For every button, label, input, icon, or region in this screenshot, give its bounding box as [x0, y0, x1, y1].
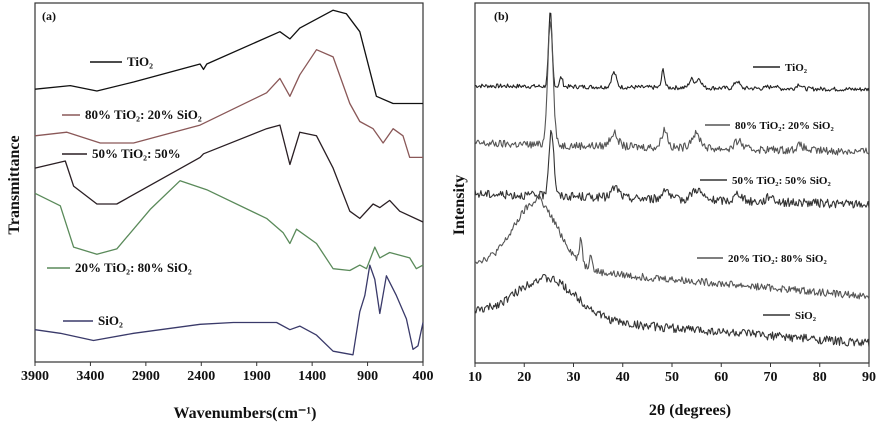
x-tick-label: 1400 [298, 369, 326, 384]
panel-b-xlabel: 2θ (degrees) [649, 402, 731, 419]
x-tick-label: 3400 [76, 369, 104, 384]
x-tick-label: 90 [862, 370, 876, 385]
panel-a-ftir: (a) Wavenumbers(cm⁻¹) Transmittance 3900… [6, 2, 434, 422]
x-tick-label: 50 [665, 370, 679, 385]
legend-label: SiO₂ [98, 313, 123, 328]
panel-a-label: (a) [42, 9, 56, 23]
panel-b-series [474, 12, 870, 347]
x-tick-label: 1900 [243, 369, 271, 384]
x-tick-label: 10 [468, 370, 482, 385]
series-line [474, 12, 870, 92]
legend-label: TiO₂ [785, 62, 808, 74]
x-tick-label: 60 [714, 370, 728, 385]
legend-label: TiO₂ [127, 54, 153, 69]
legend-label: 50% TiO₂: 50% SiO₂ [732, 175, 831, 187]
x-tick-label: 40 [616, 370, 630, 385]
x-tick-label: 70 [764, 370, 778, 385]
panel-b-xticks: 10 20 30 40 50 60 70 80 90 [468, 363, 876, 385]
x-tick-label: 2400 [187, 369, 215, 384]
series-line [34, 264, 424, 356]
panel-a-ylabel: Transmittance [6, 135, 23, 234]
legend-label: 80% TiO₂: 20% SiO₂ [85, 107, 202, 122]
panel-a-xlabel: Wavenumbers(cm⁻¹) [174, 405, 317, 422]
panel-a-plot-frame [34, 2, 424, 363]
panel-a-xticks: 3900 3400 2900 2400 1900 1400 900 400 [21, 362, 434, 384]
x-tick-label: 900 [357, 369, 378, 384]
panel-b-label: (b) [494, 9, 509, 23]
x-tick-label: 400 [413, 369, 434, 384]
panel-b-legend: TiO₂ 80% TiO₂: 20% SiO₂ 50% TiO₂: 50% SiO₂… [697, 62, 834, 322]
series-line [474, 193, 870, 300]
series-line [34, 180, 424, 272]
x-tick-label: 30 [567, 370, 581, 385]
panel-a-series [34, 9, 424, 356]
panel-b-xrd: (b) 2θ (degrees) Intensity 10 20 30 40 50 60 7… [451, 2, 876, 419]
legend-label: 20% TiO₂: 80% SiO₂ [728, 253, 827, 265]
panel-b-ylabel: Intensity [451, 175, 468, 235]
x-tick-label: 3900 [21, 369, 49, 384]
series-line [474, 20, 870, 156]
x-tick-label: 20 [517, 370, 531, 385]
legend-label: 20% TiO₂: 80% SiO₂ [75, 260, 192, 275]
legend-label: 50% TiO₂: 50% [92, 146, 181, 161]
series-line [34, 124, 424, 223]
series-line [34, 49, 423, 159]
x-tick-label: 2900 [132, 369, 160, 384]
legend-label: 80% TiO₂: 20% SiO₂ [735, 120, 834, 132]
panel-a-legend: TiO₂ 80% TiO₂: 20% SiO₂ 50% TiO₂: 50% 20% T… [47, 54, 202, 328]
series-line [474, 273, 870, 347]
series-line [34, 9, 423, 105]
series-line [474, 129, 870, 209]
legend-label: SiO₂ [795, 310, 817, 322]
x-tick-label: 80 [813, 370, 827, 385]
